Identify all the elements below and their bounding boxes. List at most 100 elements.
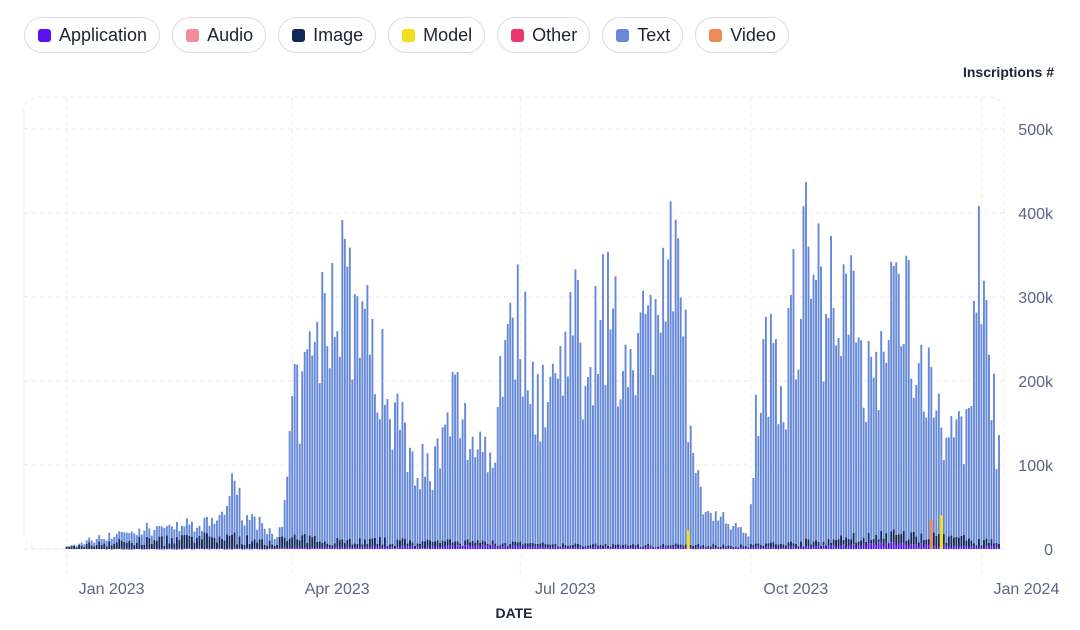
bar-text [343, 238, 346, 544]
bar-image [256, 542, 259, 549]
bar-text [188, 524, 191, 537]
bar-text [256, 529, 259, 543]
bar-text [373, 394, 376, 538]
bar-application [612, 546, 614, 549]
bar-image [481, 540, 484, 545]
bar-text [892, 265, 895, 530]
bar-application [704, 547, 707, 549]
bar-text [995, 468, 998, 543]
bar-image [592, 544, 594, 548]
bar-application [662, 547, 665, 549]
bar-application [982, 548, 985, 549]
bar-text [133, 533, 136, 546]
bar-application [870, 543, 873, 549]
bar-image [336, 538, 339, 548]
bar-application [617, 547, 619, 549]
bar-text [644, 313, 647, 545]
bar-application [800, 547, 802, 549]
bar-text [328, 368, 331, 545]
legend-item-other[interactable]: Other [497, 17, 591, 53]
bar-image [739, 544, 742, 548]
bar-image [534, 544, 537, 547]
swatch-model-icon [402, 28, 416, 42]
bar-application [366, 546, 369, 549]
bar-text [817, 223, 820, 542]
bar-application [216, 548, 218, 550]
bar-application [429, 548, 431, 550]
bar-text [682, 336, 685, 546]
bar-text [306, 349, 309, 543]
bar-application [158, 548, 161, 550]
bar-application [514, 545, 517, 549]
bar-text [847, 334, 850, 539]
bar-image [170, 538, 173, 549]
bar-text [363, 308, 366, 540]
bar-image [263, 544, 266, 549]
bar-image [248, 543, 251, 549]
bar-application [190, 548, 193, 550]
bar-text [321, 271, 324, 543]
bar-application [160, 548, 163, 550]
bar-text [551, 363, 554, 545]
bar-application [501, 546, 504, 549]
bar-text [937, 393, 940, 534]
bar-image [514, 541, 517, 546]
bar-image [935, 536, 938, 548]
bar-text [729, 529, 732, 546]
bar-application [206, 548, 208, 550]
bar-text [90, 540, 93, 546]
bar-text [203, 517, 206, 533]
bar-text [241, 520, 244, 545]
bar-application [549, 548, 552, 550]
bar-image [368, 538, 371, 548]
bar-application [381, 548, 384, 550]
bar-text [499, 355, 502, 546]
bar-application [193, 548, 196, 550]
bar-image [985, 538, 988, 547]
legend-item-video[interactable]: Video [695, 17, 789, 53]
legend-item-model[interactable]: Model [388, 17, 486, 53]
bar-application [308, 548, 311, 550]
bar-application [148, 548, 151, 550]
bar-image [757, 543, 760, 547]
bar-application [489, 547, 492, 549]
bar-text [619, 399, 622, 546]
bar-text [539, 441, 542, 544]
bar-application [449, 544, 452, 549]
bar-image [216, 542, 218, 549]
bar-text [424, 476, 426, 542]
bar-application [198, 548, 201, 550]
bar-image [341, 539, 344, 548]
bar-application [865, 546, 868, 549]
bar-image [682, 545, 685, 547]
bar-image [236, 544, 238, 548]
bar-image [737, 547, 740, 549]
legend-item-audio[interactable]: Audio [172, 17, 267, 53]
bar-application [860, 546, 863, 549]
bar-image [499, 545, 502, 547]
bar-text [155, 526, 158, 541]
bar-image [882, 538, 885, 547]
bar-image [627, 546, 629, 548]
bar-application [932, 546, 935, 549]
bar-text [361, 301, 364, 545]
bar-image [807, 539, 810, 547]
bar-text [592, 405, 594, 545]
bar-text [115, 534, 118, 543]
bar-text [135, 535, 138, 543]
bar-application [762, 548, 765, 549]
bar-image [486, 543, 489, 546]
bar-image [536, 543, 539, 547]
bar-text [298, 443, 301, 541]
bar-application [303, 547, 306, 549]
bar-image [597, 545, 599, 547]
legend-item-image[interactable]: Image [278, 17, 377, 53]
legend-item-text[interactable]: Text [602, 17, 684, 53]
bar-application [857, 545, 860, 549]
bar-text [529, 404, 532, 544]
bar-application [298, 547, 301, 549]
bar-application [268, 547, 271, 549]
bar-text [589, 367, 592, 546]
legend-item-application[interactable]: Application [24, 17, 161, 53]
bar-image [619, 545, 622, 547]
